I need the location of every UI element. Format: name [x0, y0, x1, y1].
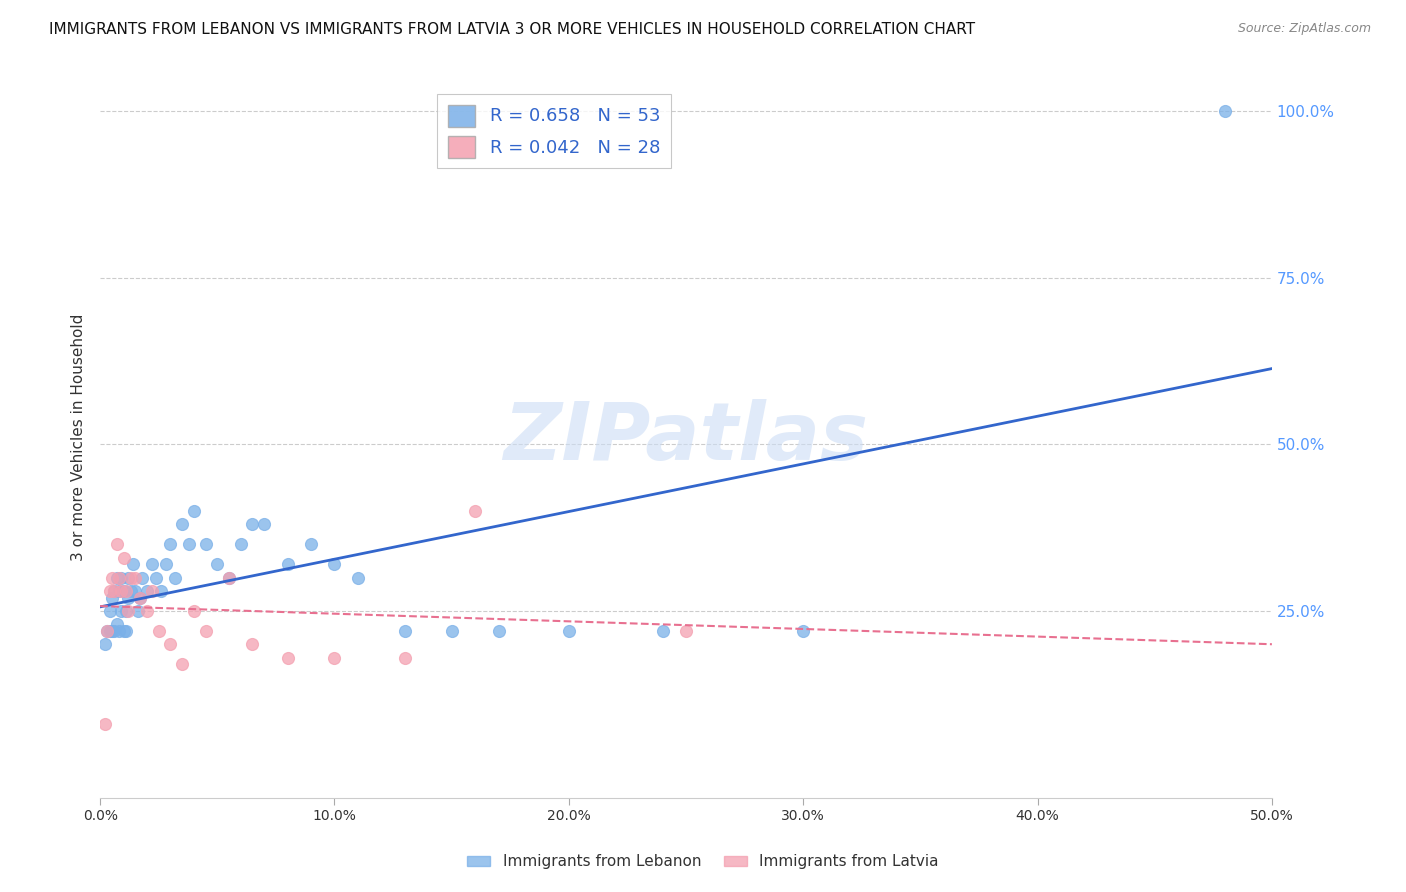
Point — [194, 537, 217, 551]
Point — [165, 571, 187, 585]
Legend: R = 0.658   N = 53, R = 0.042   N = 28: R = 0.658 N = 53, R = 0.042 N = 28 — [437, 94, 671, 169]
Point — [172, 517, 194, 532]
Point — [394, 624, 416, 638]
Point — [675, 624, 697, 638]
Point — [150, 583, 173, 598]
Point — [124, 583, 146, 598]
Text: Source: ZipAtlas.com: Source: ZipAtlas.com — [1237, 22, 1371, 36]
Point — [105, 571, 128, 585]
Point — [155, 558, 177, 572]
Point — [101, 624, 124, 638]
Point — [464, 504, 486, 518]
Point — [194, 624, 217, 638]
Point — [96, 624, 118, 638]
Point — [159, 637, 181, 651]
Point — [112, 550, 135, 565]
Point — [129, 591, 152, 605]
Point — [488, 624, 510, 638]
Point — [129, 591, 152, 605]
Point — [277, 650, 299, 665]
Point — [558, 624, 581, 638]
Point — [299, 537, 322, 551]
Point — [277, 558, 299, 572]
Point — [218, 571, 240, 585]
Point — [103, 583, 125, 598]
Point — [394, 650, 416, 665]
Point — [115, 604, 138, 618]
Point — [98, 624, 121, 638]
Point — [440, 624, 463, 638]
Point — [124, 571, 146, 585]
Point — [651, 624, 673, 638]
Point — [117, 591, 139, 605]
Point — [112, 583, 135, 598]
Point — [120, 571, 142, 585]
Point — [98, 604, 121, 618]
Point — [108, 583, 131, 598]
Point — [115, 583, 138, 598]
Point — [117, 604, 139, 618]
Point — [136, 583, 159, 598]
Point — [115, 624, 138, 638]
Point — [323, 558, 346, 572]
Legend: Immigrants from Lebanon, Immigrants from Latvia: Immigrants from Lebanon, Immigrants from… — [461, 848, 945, 875]
Point — [105, 537, 128, 551]
Point — [145, 571, 167, 585]
Point — [148, 624, 170, 638]
Point — [183, 504, 205, 518]
Point — [172, 657, 194, 672]
Point — [101, 571, 124, 585]
Point — [101, 591, 124, 605]
Point — [323, 650, 346, 665]
Point — [110, 604, 132, 618]
Point — [792, 624, 814, 638]
Point — [105, 617, 128, 632]
Point — [108, 571, 131, 585]
Point — [141, 583, 163, 598]
Point — [229, 537, 252, 551]
Point — [1213, 103, 1236, 118]
Point — [110, 583, 132, 598]
Point — [218, 571, 240, 585]
Point — [179, 537, 201, 551]
Y-axis label: 3 or more Vehicles in Household: 3 or more Vehicles in Household — [72, 314, 86, 561]
Point — [98, 583, 121, 598]
Text: IMMIGRANTS FROM LEBANON VS IMMIGRANTS FROM LATVIA 3 OR MORE VEHICLES IN HOUSEHOL: IMMIGRANTS FROM LEBANON VS IMMIGRANTS FR… — [49, 22, 976, 37]
Point — [110, 571, 132, 585]
Point — [103, 583, 125, 598]
Point — [103, 624, 125, 638]
Point — [253, 517, 276, 532]
Point — [207, 558, 229, 572]
Point — [122, 558, 145, 572]
Point — [242, 637, 264, 651]
Point — [120, 583, 142, 598]
Point — [141, 558, 163, 572]
Point — [94, 717, 117, 731]
Point — [112, 624, 135, 638]
Point — [183, 604, 205, 618]
Point — [136, 604, 159, 618]
Point — [117, 571, 139, 585]
Point — [127, 604, 149, 618]
Point — [108, 624, 131, 638]
Point — [242, 517, 264, 532]
Point — [347, 571, 370, 585]
Text: ZIPatlas: ZIPatlas — [503, 399, 869, 476]
Point — [94, 637, 117, 651]
Point — [159, 537, 181, 551]
Point — [131, 571, 153, 585]
Point — [96, 624, 118, 638]
